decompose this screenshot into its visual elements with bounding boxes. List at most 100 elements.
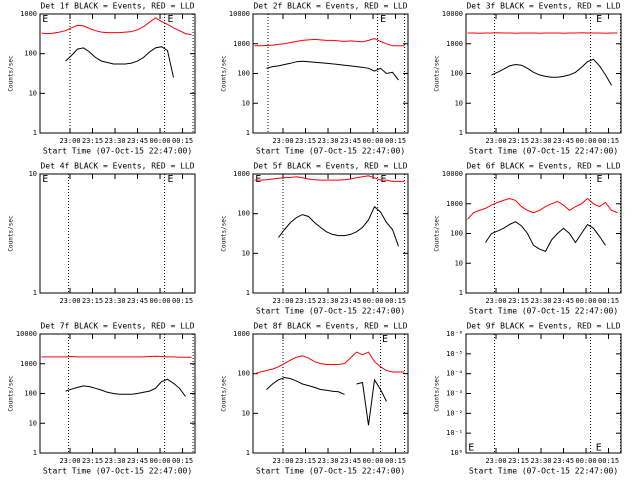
x-tick-label: 23:15 bbox=[295, 137, 316, 145]
y-tick-label: 1000 bbox=[446, 40, 463, 48]
x-tick-label: 00:15 bbox=[598, 457, 619, 465]
x-tick-label: 23:00 bbox=[485, 137, 506, 145]
panel: Det 9f BLACK = Events, RED = LLD Counts/s… bbox=[434, 322, 622, 476]
x-tick-label: 23:45 bbox=[553, 137, 574, 145]
annotation: E bbox=[42, 14, 48, 25]
x-tick-label: 23:45 bbox=[127, 457, 148, 465]
plot-frame bbox=[465, 173, 622, 294]
series-line bbox=[65, 378, 186, 397]
y-tick-label: 10⁰ bbox=[450, 449, 463, 457]
x-tick-label: 23:30 bbox=[317, 137, 338, 145]
y-tick-label: 10 bbox=[455, 259, 463, 267]
series-line bbox=[467, 32, 618, 34]
x-tick-label: 00:15 bbox=[385, 457, 406, 465]
series-line bbox=[485, 221, 606, 253]
x-tick-label: 23:15 bbox=[82, 137, 103, 145]
annotation: E bbox=[168, 14, 174, 25]
y-tick-label: 100 bbox=[24, 50, 37, 58]
y-tick-label: 1 bbox=[33, 449, 37, 457]
x-tick-label: 00:15 bbox=[598, 297, 619, 305]
series-line bbox=[254, 351, 405, 375]
y-tick-label: 10000 bbox=[229, 10, 250, 18]
series-line bbox=[278, 205, 399, 247]
x-tick-label: 23:00 bbox=[272, 297, 293, 305]
annotation: E bbox=[382, 334, 388, 345]
x-tick-label: 23:30 bbox=[104, 457, 125, 465]
x-tick-label: 23:45 bbox=[127, 137, 148, 145]
x-tick-label: 23:45 bbox=[553, 457, 574, 465]
x-axis-label: Start Time (07-Oct-15 22:47:00) bbox=[256, 147, 405, 156]
x-tick-label: 23:30 bbox=[104, 137, 125, 145]
y-tick-label: 10⁻¹ bbox=[446, 429, 463, 437]
y-tick-label: 10 bbox=[242, 249, 250, 257]
x-tick-label: 23:45 bbox=[127, 297, 148, 305]
x-tick-label: 23:00 bbox=[485, 297, 506, 305]
x-axis-label: Start Time (07-Oct-15 22:47:00) bbox=[469, 307, 618, 316]
annotation: E bbox=[597, 174, 603, 185]
y-tick-label: 10⁻² bbox=[446, 409, 463, 417]
x-tick-label: 00:00 bbox=[149, 457, 170, 465]
y-axis-label: Counts/sec bbox=[221, 375, 228, 412]
x-tick-label: 23:30 bbox=[530, 137, 551, 145]
plot-frame bbox=[39, 13, 196, 134]
x-tick-label: 23:15 bbox=[295, 457, 316, 465]
series-line bbox=[41, 355, 192, 358]
annotation: E bbox=[381, 174, 387, 185]
panel: Det 2f BLACK = Events, RED = LLD Counts/s… bbox=[221, 2, 409, 156]
y-axis-label: Counts/sec bbox=[221, 215, 228, 252]
x-tick-label: 23:15 bbox=[508, 457, 529, 465]
y-axis-label: Counts/sec bbox=[434, 215, 441, 252]
y-tick-label: 100 bbox=[237, 370, 250, 378]
chart-title: Det 4f BLACK = Events, RED = LLD bbox=[40, 162, 194, 171]
series-line bbox=[266, 376, 387, 426]
y-tick-label: 1 bbox=[33, 129, 37, 137]
x-axis-label: Start Time (07-Oct-15 22:47:00) bbox=[469, 147, 618, 156]
plot-frame bbox=[252, 13, 409, 134]
panel: Det 7f BLACK = Events, RED = LLD Counts/s… bbox=[8, 322, 196, 476]
y-axis-label: Counts/sec bbox=[8, 215, 15, 252]
y-tick-label: 10 bbox=[242, 409, 250, 417]
x-tick-label: 23:30 bbox=[530, 457, 551, 465]
plot-frame bbox=[465, 333, 622, 454]
plot-frame bbox=[39, 333, 196, 454]
panel: Det 1f BLACK = Events, RED = LLD Counts/s… bbox=[8, 2, 196, 156]
chart-title: Det 9f BLACK = Events, RED = LLD bbox=[466, 322, 620, 331]
y-axis-label: Counts/sec bbox=[434, 375, 441, 412]
x-tick-label: 23:15 bbox=[82, 457, 103, 465]
y-tick-label: 10000 bbox=[442, 170, 463, 178]
y-tick-label: 1 bbox=[33, 289, 37, 297]
series-line bbox=[65, 46, 174, 78]
x-tick-label: 00:00 bbox=[362, 457, 383, 465]
x-tick-label: 23:45 bbox=[340, 297, 361, 305]
series-line bbox=[491, 58, 612, 86]
x-tick-label: 23:15 bbox=[295, 297, 316, 305]
y-tick-label: 1000 bbox=[233, 330, 250, 338]
series-line bbox=[254, 37, 405, 47]
x-tick-label: 23:30 bbox=[104, 297, 125, 305]
x-axis-label: Start Time (07-Oct-15 22:47:00) bbox=[469, 467, 618, 476]
chart-title: Det 5f BLACK = Events, RED = LLD bbox=[253, 162, 407, 171]
plot-frame bbox=[465, 13, 622, 134]
y-tick-label: 10 bbox=[242, 99, 250, 107]
y-axis-label: Counts/sec bbox=[8, 375, 15, 412]
x-tick-label: 00:15 bbox=[172, 297, 193, 305]
annotation: E bbox=[168, 174, 174, 185]
annotation: E bbox=[596, 14, 602, 25]
annotation: E bbox=[255, 174, 261, 185]
y-axis-label: Counts/sec bbox=[221, 55, 228, 92]
y-tick-label: 10⁻⁴ bbox=[446, 370, 463, 378]
series-line bbox=[254, 175, 405, 182]
x-tick-label: 23:15 bbox=[508, 137, 529, 145]
x-tick-label: 00:15 bbox=[598, 137, 619, 145]
y-axis-label: Counts/sec bbox=[434, 55, 441, 92]
chart-title: Det 3f BLACK = Events, RED = LLD bbox=[466, 2, 620, 11]
x-tick-label: 00:15 bbox=[385, 297, 406, 305]
x-tick-label: 00:00 bbox=[362, 297, 383, 305]
x-tick-label: 23:30 bbox=[317, 457, 338, 465]
y-tick-label: 10 bbox=[29, 89, 37, 97]
x-tick-label: 23:00 bbox=[59, 137, 80, 145]
x-tick-label: 23:00 bbox=[59, 297, 80, 305]
y-tick-label: 10000 bbox=[442, 10, 463, 18]
y-tick-label: 1 bbox=[246, 129, 250, 137]
panel: Det 5f BLACK = Events, RED = LLD Counts/s… bbox=[221, 162, 409, 316]
